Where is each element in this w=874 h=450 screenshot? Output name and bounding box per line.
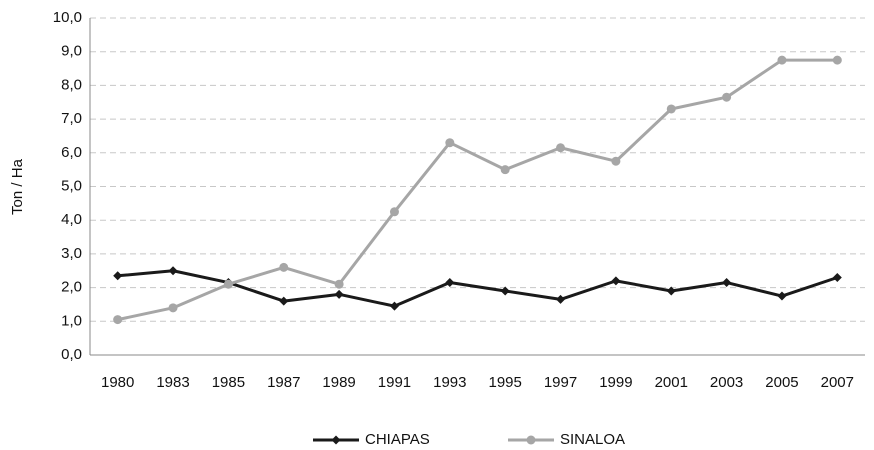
x-tick-label: 2005 <box>765 374 798 391</box>
x-tick-label: 1985 <box>212 374 245 391</box>
y-axis-label: Ton / Ha <box>9 158 26 215</box>
legend-label: CHIAPAS <box>365 431 430 448</box>
data-point <box>556 294 566 304</box>
series-line <box>117 269 838 308</box>
y-tick-label: 10,0 <box>53 9 82 26</box>
x-tick-label: 2007 <box>821 374 854 391</box>
data-point <box>168 266 178 276</box>
data-point <box>832 272 842 282</box>
data-point <box>279 296 289 306</box>
data-point <box>445 278 455 288</box>
legend-label: SINALOA <box>560 431 625 448</box>
data-point <box>113 315 123 325</box>
x-tick-label: 1989 <box>322 374 355 391</box>
x-tick-label: 1995 <box>488 374 521 391</box>
data-point <box>168 303 178 313</box>
data-point <box>279 262 289 272</box>
data-point <box>666 286 676 296</box>
series-line <box>117 58 838 322</box>
data-point <box>500 286 510 296</box>
x-tick-label: 1999 <box>599 374 632 391</box>
data-point <box>722 92 732 102</box>
data-point <box>611 276 621 286</box>
x-tick-label: 1980 <box>101 374 134 391</box>
legend-marker <box>526 435 536 445</box>
x-tick-label: 1983 <box>156 374 189 391</box>
legend-marker <box>331 435 341 445</box>
y-tick-label: 5,0 <box>61 177 82 194</box>
y-tick-label: 8,0 <box>61 76 82 93</box>
data-point <box>389 301 399 311</box>
data-point <box>777 55 787 65</box>
data-point <box>832 55 842 65</box>
data-point <box>223 279 233 289</box>
data-point <box>389 207 399 217</box>
x-tick-label: 1991 <box>378 374 411 391</box>
data-point <box>611 156 621 166</box>
y-tick-label: 4,0 <box>61 211 82 228</box>
y-tick-label: 3,0 <box>61 245 82 262</box>
y-tick-label: 0,0 <box>61 346 82 363</box>
y-tick-label: 1,0 <box>61 312 82 329</box>
y-tick-label: 7,0 <box>61 110 82 127</box>
data-point <box>500 165 510 175</box>
y-tick-label: 2,0 <box>61 279 82 296</box>
y-tick-label: 6,0 <box>61 144 82 161</box>
x-tick-label: 1997 <box>544 374 577 391</box>
data-point <box>445 138 455 148</box>
x-tick-label: 1993 <box>433 374 466 391</box>
data-point <box>722 278 732 288</box>
data-point <box>334 289 344 299</box>
x-tick-label: 2001 <box>655 374 688 391</box>
data-point <box>113 271 123 281</box>
data-point <box>334 279 344 289</box>
data-point <box>777 291 787 301</box>
x-tick-label: 1987 <box>267 374 300 391</box>
data-point <box>666 104 676 114</box>
x-tick-label: 2003 <box>710 374 743 391</box>
data-point <box>556 143 566 153</box>
y-tick-label: 9,0 <box>61 43 82 60</box>
